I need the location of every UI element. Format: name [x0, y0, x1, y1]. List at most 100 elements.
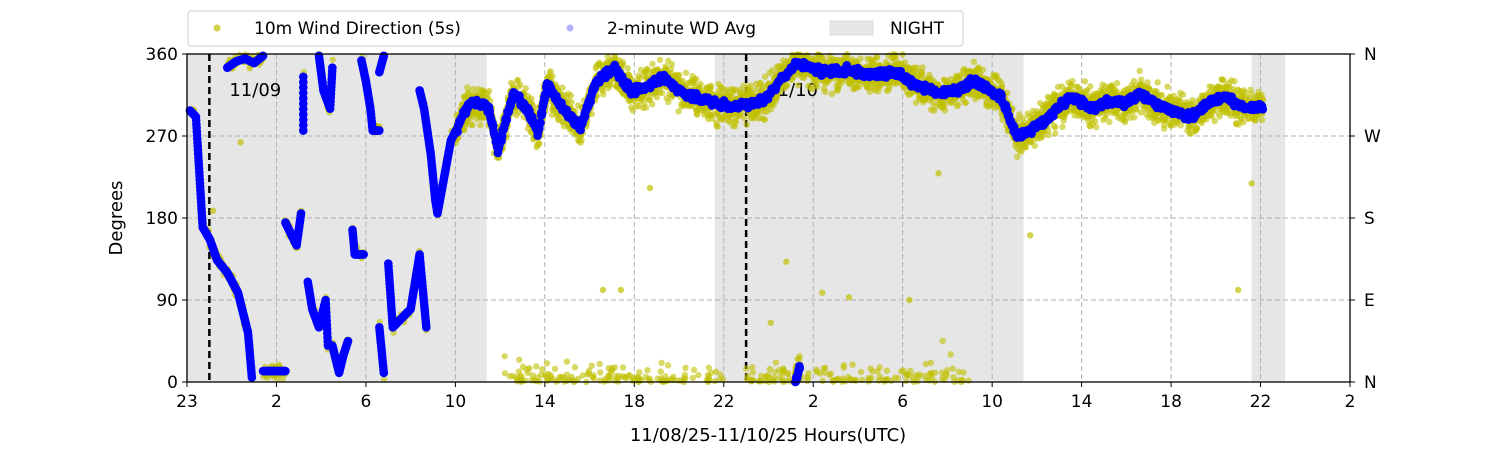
- raw-point: [714, 123, 721, 130]
- raw-point: [693, 111, 701, 118]
- date-label: 11/09: [229, 80, 281, 101]
- raw-point: [596, 360, 603, 368]
- raw-point: [607, 80, 614, 87]
- raw-point: [477, 121, 484, 129]
- raw-point: [1136, 67, 1143, 75]
- raw-point: [469, 86, 477, 93]
- raw-point: [1014, 153, 1021, 161]
- raw-point: [567, 92, 575, 99]
- raw-point: [1092, 123, 1100, 131]
- raw-point: [522, 85, 529, 92]
- raw-point: [813, 83, 821, 90]
- raw-point: [1179, 91, 1187, 98]
- raw-point: [689, 374, 697, 382]
- raw-point: [1154, 79, 1161, 86]
- raw-point: [658, 359, 665, 367]
- raw-point: [664, 362, 672, 369]
- raw-point: [796, 353, 803, 360]
- raw-point: [579, 372, 586, 379]
- raw-point: [469, 121, 476, 129]
- raw-point: [931, 369, 939, 376]
- raw-point: [619, 61, 627, 69]
- raw-point: [772, 359, 780, 366]
- raw-point: [609, 364, 616, 372]
- raw-point: [558, 373, 565, 381]
- raw-point: [543, 360, 551, 367]
- raw-point: [916, 371, 923, 378]
- raw-point: [891, 374, 899, 381]
- raw-point: [568, 99, 575, 106]
- raw-point: [755, 378, 762, 385]
- raw-point: [578, 136, 585, 144]
- raw-point: [922, 360, 929, 368]
- raw-point: [857, 368, 865, 376]
- raw-point: [653, 94, 661, 101]
- raw-point: [1138, 76, 1145, 83]
- raw-point: [559, 117, 566, 125]
- raw-point: [1189, 96, 1196, 104]
- raw-point: [516, 356, 523, 363]
- raw-point: [960, 369, 967, 376]
- raw-point: [658, 89, 666, 97]
- raw-point: [869, 368, 876, 375]
- raw-point: [849, 361, 856, 368]
- raw-point: [509, 372, 516, 380]
- raw-point: [820, 365, 828, 372]
- raw-point: [822, 88, 829, 96]
- raw-point: [761, 116, 769, 123]
- raw-point: [711, 377, 718, 385]
- raw-point: [942, 370, 950, 377]
- raw-point: [1193, 125, 1201, 132]
- raw-point: [571, 364, 579, 371]
- raw-point: [675, 377, 682, 384]
- raw-point: [636, 369, 643, 376]
- raw-point: [783, 82, 791, 89]
- raw-point: [1158, 91, 1166, 99]
- raw-point: [1220, 77, 1227, 84]
- raw-point: [532, 363, 540, 370]
- raw-point: [559, 84, 566, 91]
- raw-point: [693, 75, 700, 83]
- raw-point: [682, 69, 690, 77]
- raw-point: [1164, 83, 1171, 90]
- raw-point: [629, 107, 637, 114]
- raw-point: [743, 365, 750, 372]
- raw-point: [1113, 79, 1121, 87]
- raw-point: [761, 73, 769, 80]
- raw-point: [780, 365, 787, 372]
- raw-point: [949, 365, 956, 372]
- raw-point: [743, 121, 750, 128]
- raw-point: [962, 99, 970, 106]
- raw-point: [883, 367, 891, 374]
- raw-point: [947, 351, 954, 358]
- raw-point: [827, 370, 835, 377]
- raw-point: [667, 66, 675, 73]
- raw-point: [279, 375, 286, 382]
- raw-point: [892, 51, 900, 59]
- raw-point: [965, 377, 972, 384]
- raw-point: [813, 366, 820, 374]
- raw-point: [707, 82, 715, 89]
- raw-point: [624, 64, 631, 72]
- raw-point: [1106, 118, 1113, 126]
- raw-point: [1211, 117, 1218, 125]
- raw-point: [690, 366, 698, 374]
- raw-point: [939, 337, 946, 345]
- raw-point: [681, 371, 689, 379]
- raw-point: [1258, 116, 1266, 124]
- raw-point: [834, 375, 842, 383]
- raw-point: [941, 107, 949, 114]
- raw-point: [675, 72, 682, 79]
- raw-point: [709, 115, 716, 123]
- raw-point: [597, 369, 604, 376]
- raw-point: [589, 373, 596, 381]
- raw-point: [804, 377, 811, 385]
- raw-point: [549, 73, 556, 80]
- raw-point: [955, 101, 962, 108]
- raw-point: [904, 371, 911, 379]
- raw-point: [845, 373, 852, 381]
- raw-point: [682, 364, 689, 372]
- raw-point: [840, 364, 848, 371]
- raw-point: [1092, 118, 1099, 125]
